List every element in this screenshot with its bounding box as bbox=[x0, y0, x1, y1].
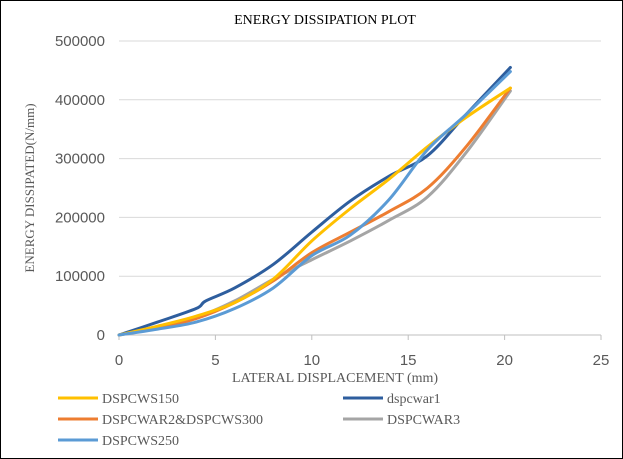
series-line-1 bbox=[117, 65, 512, 337]
y-axis-title: ENERGY DISSIPATED(N/mm) bbox=[22, 103, 37, 272]
x-axis-title: LATERAL DISPLACEMENT (mm) bbox=[232, 371, 438, 386]
x-tick-label: 0 bbox=[115, 352, 123, 369]
x-tick-label: 25 bbox=[593, 352, 610, 369]
grid-lines bbox=[119, 40, 601, 277]
series-line-2 bbox=[117, 86, 512, 337]
y-tick-label: 500000 bbox=[55, 33, 105, 50]
x-tick-label: 15 bbox=[400, 352, 417, 369]
legend: DSPCWS150 dspcwar1 DSPCWAR2&DSPCWS300 DSPCW… bbox=[58, 392, 460, 449]
y-tick-label: 300000 bbox=[55, 151, 105, 168]
legend-label-2: DSPCWAR2&DSPCWS300 bbox=[102, 413, 263, 428]
series-line-0 bbox=[117, 86, 512, 337]
y-tick-label: 100000 bbox=[55, 268, 105, 285]
tick-labels: 0 100000 200000 300000 400000 500000 0 5 10 15 20 2… bbox=[55, 33, 609, 369]
chart-title: ENERGY DISSIPATION PLOT bbox=[234, 13, 416, 28]
y-tick-label: 400000 bbox=[55, 92, 105, 109]
y-tick-label: 0 bbox=[97, 327, 105, 344]
y-tick-label: 200000 bbox=[55, 209, 105, 226]
x-tick-label: 5 bbox=[211, 352, 219, 369]
x-tick-label: 10 bbox=[303, 352, 320, 369]
legend-label-0: DSPCWS150 bbox=[102, 392, 179, 407]
legend-label-4: DSPCWS250 bbox=[102, 434, 179, 449]
series-lines bbox=[117, 65, 512, 337]
series-line-4 bbox=[117, 70, 512, 337]
axes bbox=[118, 334, 602, 340]
legend-label-1: dspcwar1 bbox=[387, 392, 441, 407]
x-tick-label: 20 bbox=[496, 352, 513, 369]
legend-label-3: DSPCWAR3 bbox=[387, 413, 460, 428]
